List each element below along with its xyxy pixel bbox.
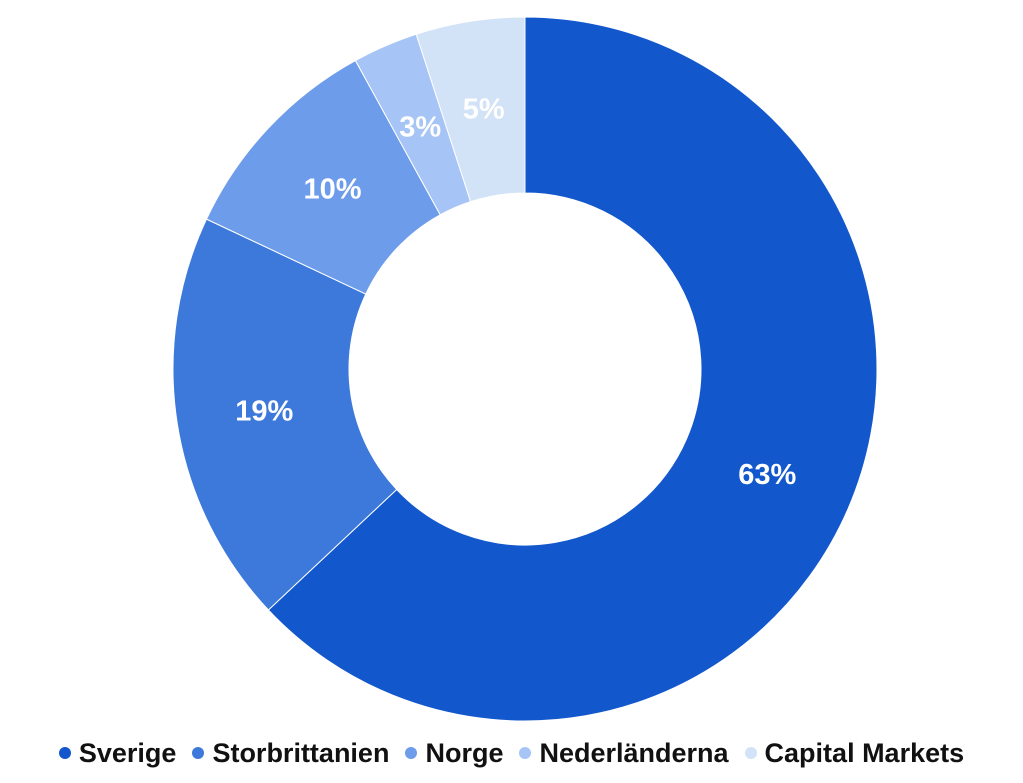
legend-label: Capital Markets — [764, 737, 965, 768]
legend-item-capital-markets: Capital Markets — [744, 737, 965, 769]
slice-label-capital-markets: 5% — [463, 93, 505, 125]
legend-label: Sverige — [78, 737, 177, 768]
slice-label-sverige: 63% — [738, 459, 796, 491]
legend: Sverige Storbrittanien Norge Nederländerna C… — [0, 735, 1023, 771]
donut-chart: 63% 19% 10% 3% 5% — [172, 16, 878, 722]
legend-item-nederl-nderna: Nederländerna — [519, 737, 729, 769]
slice-label-norge: 10% — [304, 173, 362, 205]
slice-labels-group: 63% 19% 10% 3% 5% — [235, 93, 796, 491]
slice-capital-markets — [415, 16, 526, 203]
legend-label: Norge — [425, 737, 504, 768]
slice-label-storbrittanien: 19% — [235, 395, 293, 427]
legend-item-sverige: Sverige — [58, 737, 177, 769]
legend-marker — [744, 747, 757, 759]
legend-marker — [405, 747, 418, 759]
slice-label-nederl-nderna: 3% — [399, 112, 441, 144]
slices-group — [172, 16, 878, 722]
legend-item-storbrittanien: Storbrittanien — [192, 738, 389, 769]
legend-marker — [192, 747, 205, 759]
slice-sverige — [267, 16, 878, 722]
legend-marker — [519, 747, 532, 759]
legend-label: Nederländerna — [539, 737, 729, 768]
legend-item-norge: Norge — [405, 738, 503, 769]
slice-storbrittanien — [172, 218, 398, 611]
legend-marker — [58, 747, 71, 759]
legend-label: Storbrittanien — [212, 737, 390, 768]
